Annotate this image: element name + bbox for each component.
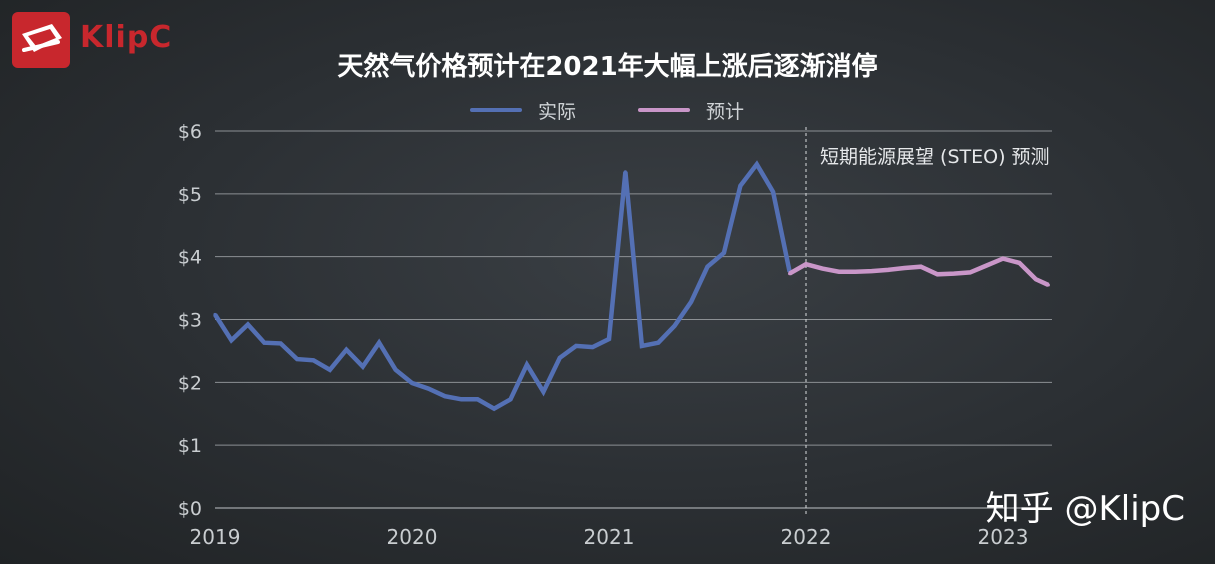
- data-point-actual-2: [246, 322, 250, 327]
- logo-text: KlipC: [80, 20, 173, 55]
- data-point-actual-8: [344, 348, 348, 352]
- y-tick-label-2: $2: [178, 372, 202, 394]
- data-point-forecast-2: [820, 267, 824, 271]
- data-point-actual-16: [476, 397, 480, 401]
- forecast-annotation-text: 短期能源展望 (STEO) 预测: [820, 146, 1050, 168]
- data-point-actual-25: [623, 170, 627, 174]
- legend-swatch-actual: [470, 108, 522, 112]
- data-point-actual-3: [262, 341, 266, 345]
- y-tick-label-1: $1: [178, 435, 202, 457]
- y-tick-label-4: $4: [178, 247, 202, 269]
- legend-label-actual: 实际: [538, 100, 577, 123]
- data-point-actual-23: [591, 345, 595, 349]
- y-tick-label-0: $0: [178, 498, 202, 520]
- data-point-actual-28: [673, 324, 677, 328]
- data-point-forecast-10: [952, 272, 956, 276]
- series-line-forecast: [788, 256, 1050, 287]
- data-point-forecast-16: [1046, 283, 1050, 287]
- logo-mark-icon: [12, 12, 70, 68]
- data-point-actual-10: [377, 341, 381, 345]
- data-point-actual-5: [295, 357, 299, 361]
- legend-item-actual: 实际: [470, 97, 576, 123]
- data-point-forecast-14: [1017, 261, 1021, 265]
- data-point-forecast-13: [1001, 256, 1005, 261]
- x-tick-label-2019: 2019: [190, 525, 241, 549]
- data-point-forecast-4: [853, 270, 857, 274]
- chart-title: 天然气价格预计在2021年大幅上涨后逐渐消停: [337, 52, 878, 82]
- data-point-actual-7: [328, 368, 332, 372]
- series-line-actual: [213, 160, 792, 412]
- data-point-forecast-8: [919, 265, 923, 269]
- data-point-forecast-7: [902, 266, 907, 270]
- data-point-actual-14: [443, 394, 447, 398]
- data-point-actual-21: [558, 356, 562, 360]
- data-point-actual-33: [755, 162, 759, 166]
- data-point-actual-20: [541, 390, 545, 394]
- legend-item-forecast: 预计: [638, 97, 744, 123]
- data-point-actual-29: [689, 300, 693, 304]
- data-point-actual-15: [459, 397, 463, 401]
- data-point-actual-24: [607, 337, 611, 341]
- data-point-actual-34: [771, 190, 775, 194]
- data-point-actual-18: [508, 397, 513, 401]
- y-tick-label-6: $6: [178, 121, 202, 143]
- y-tick-label-3: $3: [178, 310, 202, 332]
- data-point-actual-26: [640, 344, 644, 348]
- data-point-forecast-5: [870, 269, 874, 273]
- data-point-actual-9: [361, 365, 365, 369]
- legend-swatch-forecast: [638, 108, 690, 112]
- logo-mark-graphic: [22, 24, 62, 52]
- data-point-forecast-12: [985, 263, 989, 268]
- data-point-actual-11: [394, 368, 398, 372]
- watermark: 知乎 @KlipC: [985, 489, 1185, 529]
- data-point-forecast-11: [968, 270, 972, 274]
- data-point-actual-13: [426, 387, 430, 391]
- data-point-forecast-6: [886, 268, 890, 272]
- x-tick-label-2020: 2020: [387, 525, 438, 549]
- klipc-logo: KlipC: [12, 12, 192, 68]
- data-point-actual-17: [492, 407, 496, 411]
- data-point-actual-30: [705, 265, 710, 269]
- data-point-actual-6: [311, 358, 316, 362]
- data-point-actual-32: [738, 184, 742, 188]
- x-tick-label-2022: 2022: [781, 525, 832, 549]
- data-point-actual-1: [229, 338, 233, 342]
- data-point-actual-27: [656, 341, 660, 345]
- legend-label-forecast: 预计: [706, 100, 745, 123]
- data-point-forecast-1: [804, 262, 808, 266]
- data-point-forecast-0: [788, 272, 792, 276]
- data-point-forecast-15: [1034, 277, 1038, 281]
- data-point-forecast-9: [935, 272, 939, 276]
- data-point-actual-22: [574, 344, 578, 348]
- data-point-actual-19: [525, 363, 529, 367]
- data-point-actual-0: [213, 312, 217, 317]
- x-tick-label-2021: 2021: [584, 525, 635, 549]
- x-tick-label-2023: 2023: [978, 525, 1029, 549]
- data-point-actual-4: [279, 341, 283, 345]
- data-point-forecast-3: [837, 270, 841, 274]
- data-point-actual-31: [722, 251, 726, 255]
- y-tick-label-5: $5: [178, 184, 202, 206]
- data-point-actual-12: [410, 381, 414, 385]
